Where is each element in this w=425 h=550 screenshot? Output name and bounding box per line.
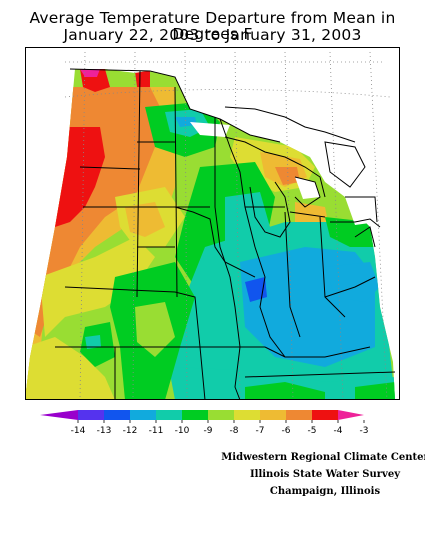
legend-tick-label: -4 bbox=[334, 426, 343, 436]
legend-tick-label: -7 bbox=[256, 426, 265, 436]
legend-tick-label: -14 bbox=[71, 426, 86, 436]
legend-tick-label: -3 bbox=[360, 426, 369, 436]
legend-tick-label: -10 bbox=[175, 426, 190, 436]
legend-swatch bbox=[234, 410, 260, 420]
credit-survey: Illinois State Water Survey bbox=[249, 469, 401, 480]
legend-tick-label: -6 bbox=[282, 426, 291, 436]
temperature-departure-map bbox=[25, 47, 400, 400]
legend-tick-label: -9 bbox=[204, 426, 213, 436]
map-title: Average Temperature Departure from Mean … bbox=[29, 9, 396, 43]
legend-tick-labels: -14 -13 -12 -11 -10 -9 -8 -7 -6 -5 -4 -3 bbox=[71, 420, 369, 436]
legend-swatch bbox=[338, 410, 364, 420]
legend-swatch bbox=[78, 410, 104, 420]
color-legend: -14 -13 -12 -11 -10 -9 -8 -7 -6 -5 -4 -3 bbox=[40, 410, 369, 436]
legend-swatch bbox=[208, 410, 234, 420]
legend-swatch bbox=[182, 410, 208, 420]
map-frame bbox=[25, 47, 400, 400]
legend-tick-label: -11 bbox=[149, 426, 164, 436]
legend-tick-label: -12 bbox=[123, 426, 138, 436]
legend-tick-label: -5 bbox=[308, 426, 317, 436]
legend-swatch bbox=[104, 410, 130, 420]
legend-swatch bbox=[312, 410, 338, 420]
legend-tick-label: -8 bbox=[230, 426, 239, 436]
legend-swatch bbox=[286, 410, 312, 420]
legend-swatch bbox=[130, 410, 156, 420]
legend-swatch bbox=[40, 410, 78, 420]
legend-tick-label: -13 bbox=[97, 426, 112, 436]
legend-color-bar bbox=[40, 410, 364, 420]
map-date-range: January 22, 2003 to January 31, 2003 bbox=[63, 26, 362, 44]
legend-swatch bbox=[260, 410, 286, 420]
legend-swatch bbox=[156, 410, 182, 420]
credit-location: Champaign, Illinois bbox=[269, 486, 381, 497]
state-boundaries bbox=[55, 68, 396, 400]
credit-center: Midwestern Regional Climate Center bbox=[221, 452, 425, 463]
graticule bbox=[64, 51, 391, 400]
